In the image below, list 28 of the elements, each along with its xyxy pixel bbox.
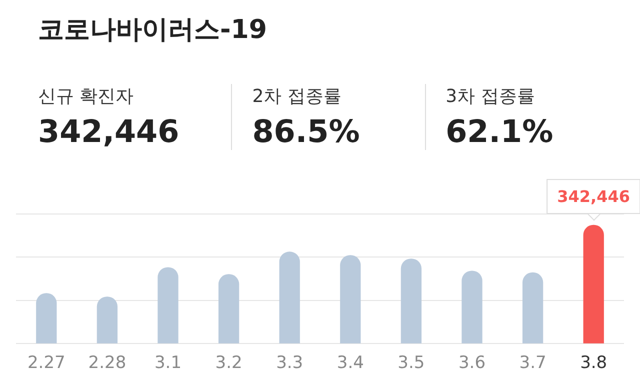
x-tick-label: 3.4 [336,353,364,374]
text: 3차 접종률 [446,85,536,108]
data-label: 342,446 [546,179,640,214]
bar [400,258,422,344]
text: 86.5% [252,114,361,150]
bar [158,267,178,344]
chart-title: 코로나바이러스-19 [38,14,267,47]
x-tick-label: 3.1 [154,353,182,374]
text: 2차 접종률 [252,85,342,108]
x-tick-label: 2.28 [88,353,126,374]
bar [96,296,118,344]
x-tick-label: 3.6 [458,353,486,374]
bar [340,255,361,344]
text: 신규 확진자 [38,85,135,108]
bar [583,224,604,344]
text: 342,446 [38,114,180,150]
x-tick-label: 3.5 [398,353,425,374]
bar [218,274,240,344]
bar [279,252,300,344]
x-tick-label: 3.8 [580,353,608,374]
bar [462,270,482,344]
x-tick-label: 3.2 [215,353,242,374]
bar [36,293,57,344]
bar [522,272,544,344]
x-tick-label: 3.7 [519,353,546,374]
text: 62.1% [446,114,554,150]
x-tick-label: 2.27 [27,353,66,374]
x-tick-label: 3.3 [276,353,304,374]
